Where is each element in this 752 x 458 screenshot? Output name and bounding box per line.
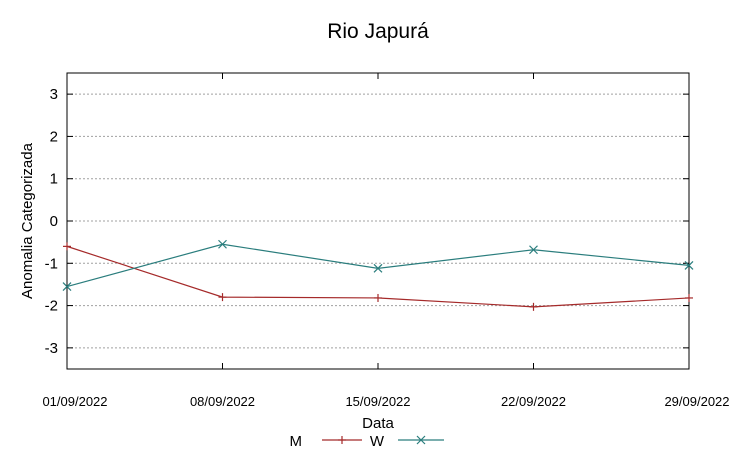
- y-axis: 3 2 1 0 -1 -2 -3: [45, 86, 689, 357]
- x-tick-label: 08/09/2022: [190, 394, 255, 409]
- data-point-m: [218, 293, 227, 302]
- y-tick-label: 1: [50, 171, 58, 188]
- data-point-w: [684, 260, 694, 270]
- x-axis-label: Data: [362, 415, 394, 432]
- data-point-m: [529, 302, 538, 311]
- data-point-m: [374, 293, 382, 302]
- data-point-w: [373, 263, 383, 273]
- legend: M W: [290, 433, 444, 450]
- data-point-w: [62, 282, 72, 291]
- chart-title: Rio Japurá: [327, 20, 429, 43]
- legend-marker-m: [338, 436, 346, 444]
- y-tick-label: 0: [50, 213, 58, 230]
- data-point-w: [218, 239, 227, 249]
- grid: [67, 93, 689, 349]
- x-tick-label: 01/09/2022: [42, 394, 107, 409]
- x-axis: 01/09/2022 08/09/2022 15/09/2022 22/09/2022…: [42, 73, 730, 409]
- series-line-w: [66, 243, 690, 288]
- y-tick-label: 3: [50, 86, 58, 103]
- legend-label-w: W: [370, 433, 385, 450]
- data-point-m: [685, 293, 693, 302]
- x-tick-label: 29/09/2022: [664, 394, 729, 409]
- y-tick-label: -1: [45, 255, 58, 272]
- legend-label-m: M: [290, 433, 303, 450]
- x-tick-label: 15/09/2022: [345, 394, 410, 409]
- y-tick-label: -2: [45, 298, 58, 315]
- y-tick-label: 2: [50, 128, 58, 145]
- data-point-w: [529, 245, 538, 255]
- series-group: [62, 239, 694, 311]
- legend-marker-w: [416, 435, 426, 445]
- data-point-m: [63, 242, 71, 251]
- y-axis-label: Anomalia Categorizada: [19, 142, 36, 299]
- x-tick-label: 22/09/2022: [501, 394, 566, 409]
- y-tick-label: -3: [45, 340, 58, 357]
